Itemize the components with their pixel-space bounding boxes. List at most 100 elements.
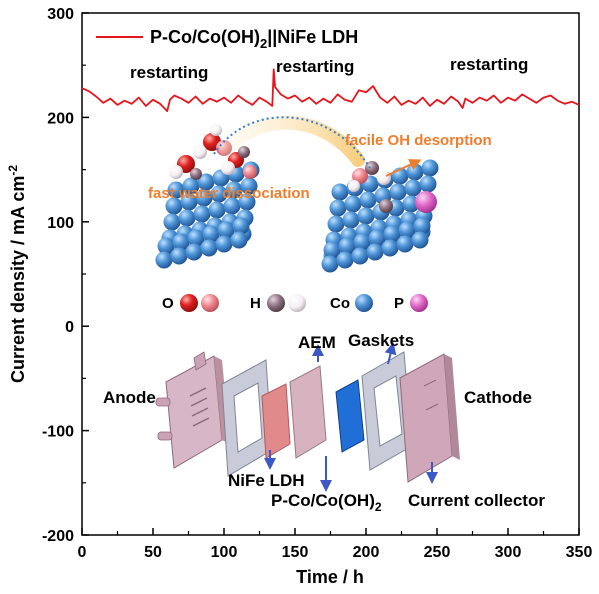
co-atom [167, 181, 185, 199]
element-h-swatch-dark [267, 294, 285, 312]
element-o-label: O [162, 295, 174, 312]
co-atom [336, 251, 354, 269]
annotation-restarting-3: restarting [450, 55, 528, 74]
co-atom [225, 181, 243, 199]
x-tick-label: 0 [78, 544, 87, 561]
label-pco-sub: 2 [375, 500, 382, 514]
lattice-left [155, 161, 260, 269]
element-o-swatch-pink [201, 294, 219, 312]
co-atom [338, 237, 356, 255]
co-atom [383, 225, 401, 243]
x-tick-label: 50 [144, 544, 162, 561]
label-water-dissociation: fast water dissociation [148, 185, 310, 202]
co-atom [157, 237, 175, 255]
label-cathode: Cathode [464, 388, 532, 407]
series-line [81, 68, 580, 112]
co-atom [170, 247, 188, 265]
element-co-label: Co [330, 295, 350, 312]
co-atom [344, 195, 362, 213]
element-o-swatch-red [180, 294, 198, 312]
label-nife-ldh: NiFe LDH [228, 471, 305, 490]
y-axis-title-main: Current density / mA cm [8, 176, 28, 383]
co-atom [342, 211, 360, 229]
transfer-arrow [219, 115, 365, 167]
legend-label: P-Co/Co(OH)2||NiFe LDH [150, 27, 358, 51]
co-atom [357, 207, 375, 225]
co-atom [240, 177, 258, 195]
co-atom [185, 243, 203, 261]
co-atom [165, 197, 183, 215]
co-atom [232, 217, 250, 235]
y-axis-title-sup: -2 [6, 165, 20, 176]
co-atom [351, 247, 369, 265]
y-tick-label: 200 [47, 110, 74, 127]
transfer-arrow-dotted [213, 116, 371, 169]
co-atom [411, 231, 429, 249]
legend: P-Co/Co(OH)2||NiFe LDH [96, 27, 358, 51]
co-atom [381, 239, 399, 257]
label-aem: AEM [298, 333, 336, 352]
co-atom [208, 201, 226, 219]
co-atom [202, 225, 220, 243]
electrolyzer-inset: Anode Cathode AEM Gaskets NiFe LDH P-Co/… [103, 331, 545, 514]
co-atom [217, 221, 235, 239]
co-atom [323, 241, 341, 259]
x-tick-label: 300 [495, 544, 522, 561]
gaskets-pointer [384, 342, 397, 365]
co-atom [155, 251, 173, 269]
co-atom [163, 213, 181, 231]
label-pco-main: P-Co/Co(OH) [271, 491, 375, 510]
y-tick-label: 0 [65, 319, 74, 336]
annotation-restarting-2: restarting [276, 57, 354, 76]
co-atom [321, 255, 339, 273]
co-atom [210, 185, 228, 203]
label-oh-desorption: facile OH desorption [345, 132, 492, 149]
co-atom [193, 205, 211, 223]
co-atom [197, 173, 215, 191]
legend-label-sub: 2 [260, 36, 267, 51]
legend-label-main: P-Co/Co(OH) [150, 27, 260, 47]
co-atom [215, 235, 233, 253]
x-tick-label: 350 [566, 544, 593, 561]
x-axis-title: Time / h [296, 567, 364, 587]
co-atom [327, 215, 345, 233]
anode-plate [155, 351, 230, 469]
co-atom [200, 239, 218, 257]
label-gaskets: Gaskets [348, 331, 414, 350]
co-atom [178, 209, 196, 227]
label-current-collector: Current collector [408, 491, 545, 510]
co-atom [238, 193, 256, 211]
y-tick-label: -200 [42, 528, 74, 545]
desorption-arrow [385, 159, 422, 177]
element-co-swatch [355, 294, 373, 312]
co-atom [172, 233, 190, 251]
co-atom [396, 235, 414, 253]
legend-label-tail: ||NiFe LDH [267, 27, 358, 47]
co-atom [187, 229, 205, 247]
co-atom [230, 231, 248, 249]
co-atom [421, 159, 439, 177]
y-tick-label: -100 [42, 424, 74, 441]
element-p-swatch [410, 294, 428, 312]
x-tick-label: 100 [211, 544, 238, 561]
nife-ldh-layer [261, 383, 291, 459]
x-tick-label: 150 [282, 544, 309, 561]
co-atom [413, 217, 431, 235]
x-tick-label: 250 [424, 544, 451, 561]
atomic-model-inset: facile OH desorption fast water dissocia… [148, 115, 492, 312]
co-atom [331, 183, 349, 201]
plot-frame [81, 12, 580, 536]
aem-membrane [289, 365, 327, 459]
tick-labels: 0 50 100 150 200 250 300 350 -200 -100 0 100 200 300 [42, 6, 592, 561]
x-tick-label: 200 [353, 544, 380, 561]
co-atom [353, 233, 371, 251]
element-h-swatch-white [288, 294, 306, 312]
co-atom [195, 189, 213, 207]
y-axis-title: Current density / mA cm-2 [6, 165, 28, 383]
element-legend: O H Co P [162, 294, 428, 312]
label-anode: Anode [103, 388, 156, 407]
co-atom [368, 229, 386, 247]
co-atom [359, 191, 377, 209]
axis-ticks [81, 12, 580, 536]
